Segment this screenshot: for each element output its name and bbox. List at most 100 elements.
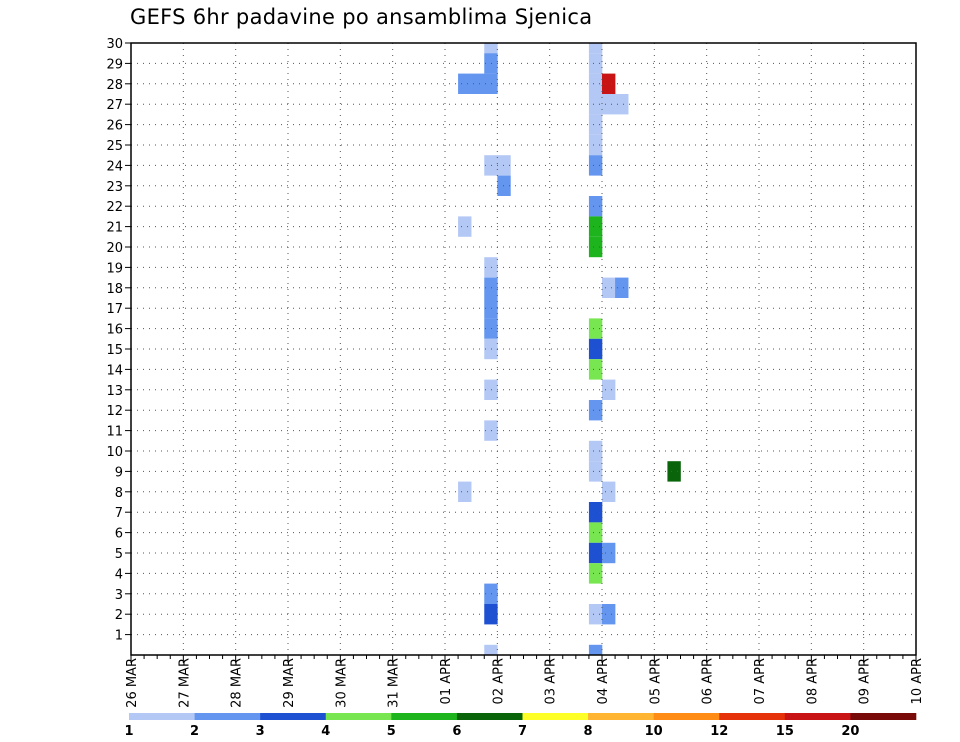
y-tick-label: 13: [106, 384, 123, 399]
heatmap-cell: [588, 53, 603, 74]
heatmap-cell: [588, 542, 603, 564]
colorbar-label: 6: [452, 724, 461, 739]
y-tick-label: 18: [106, 282, 123, 297]
y-tick-label: 11: [106, 425, 123, 440]
colorbar-label: 12: [710, 724, 728, 739]
colorbar-label: 5: [387, 724, 396, 739]
heatmap-cell: [588, 563, 603, 584]
heatmap-cell: [588, 644, 603, 655]
heatmap-cell: [588, 134, 603, 156]
x-tick-label: 06 APR: [701, 658, 716, 704]
colorbar-label: 10: [645, 724, 663, 739]
colorbar-label: 7: [518, 724, 527, 739]
colorbar-label: 8: [584, 724, 593, 739]
colorbar-label: 15: [776, 724, 794, 739]
heatmap-cell: [602, 542, 616, 564]
heatmap-cell: [588, 155, 603, 176]
x-tick-label: 03 APR: [544, 658, 559, 704]
colorbar-swatch: [129, 713, 195, 720]
y-tick-label: 27: [106, 98, 123, 113]
y-tick-label: 9: [115, 465, 123, 480]
y-tick-label: 12: [106, 404, 123, 419]
colorbar-label: 1: [124, 724, 133, 739]
heatmap-cell: [484, 43, 498, 54]
colorbar-label: 4: [321, 724, 330, 739]
heatmap-cell: [588, 338, 603, 360]
heatmap-cell: [458, 216, 472, 237]
y-tick-label: 6: [115, 527, 123, 542]
x-tick-label: 08 APR: [805, 658, 820, 704]
colorbar-swatch: [522, 713, 589, 720]
heatmap-cell: [667, 461, 681, 482]
x-tick-label: 02 APR: [491, 658, 506, 704]
y-tick-label: 21: [106, 221, 123, 236]
y-axis: 1234567891011121314151617181920212223242…: [106, 37, 131, 644]
y-tick-label: 8: [115, 486, 123, 501]
heatmap-cell: [471, 73, 485, 94]
heatmap-cell: [484, 155, 498, 176]
heatmap-cells: [458, 43, 681, 655]
heatmap-cell: [588, 502, 603, 523]
y-tick-label: 23: [106, 180, 123, 195]
x-tick-label: 26 MAR: [125, 658, 140, 708]
x-tick-label: 04 APR: [596, 658, 611, 704]
heatmap-cell: [484, 379, 498, 400]
heatmap-cell: [588, 94, 603, 115]
heatmap-cell: [484, 53, 498, 74]
heatmap-cell: [588, 400, 603, 421]
heatmap-cell: [484, 318, 498, 339]
heatmap-cell: [484, 257, 498, 278]
grid-lines: [131, 42, 916, 655]
heatmap-cell: [484, 583, 498, 604]
y-tick-label: 2: [115, 608, 123, 623]
x-tick-label: 27 MAR: [177, 658, 192, 708]
y-tick-label: 4: [115, 567, 123, 582]
y-tick-label: 30: [106, 37, 123, 52]
colorbar-swatch: [588, 713, 654, 720]
y-tick-label: 25: [106, 139, 123, 154]
heatmap-cell: [484, 644, 498, 655]
heatmap-cell: [588, 73, 603, 94]
colorbar-label: 3: [256, 724, 265, 739]
heatmap-cell: [458, 73, 472, 94]
y-tick-label: 22: [106, 200, 123, 215]
heatmap-cell: [484, 420, 498, 441]
heatmap-cell: [602, 94, 616, 115]
y-tick-label: 16: [106, 323, 123, 338]
heatmap-cell: [588, 236, 603, 258]
heatmap-cell: [588, 196, 603, 217]
x-tick-label: 09 APR: [858, 658, 873, 704]
heatmap-cell: [588, 522, 603, 543]
y-tick-label: 1: [115, 629, 123, 644]
y-tick-label: 19: [106, 261, 123, 276]
y-tick-label: 10: [106, 445, 123, 460]
y-tick-label: 7: [115, 506, 123, 521]
heatmap-cell: [588, 114, 603, 135]
y-tick-label: 15: [106, 343, 123, 358]
heatmap-cell: [602, 481, 616, 502]
x-tick-label: 28 MAR: [230, 658, 245, 708]
plot-frame: [130, 42, 917, 656]
chart-title: GEFS 6hr padavine po ansamblima Sjenica: [130, 5, 593, 29]
colorbar-swatch: [325, 713, 392, 720]
colorbar-label: 20: [841, 724, 859, 739]
colorbar: 1 2 3 4 5 6 7 8 10 12 15 20: [124, 713, 917, 739]
x-tick-label: 31 MAR: [387, 658, 402, 708]
heatmap-cell: [588, 216, 603, 237]
heatmap-cell: [484, 298, 498, 319]
y-tick-label: 28: [106, 78, 123, 93]
colorbar-swatch: [850, 713, 917, 720]
y-tick-label: 24: [106, 159, 123, 174]
heatmap-cell: [588, 318, 603, 339]
y-tick-label: 20: [106, 241, 123, 256]
heatmap-cell: [484, 277, 498, 298]
x-tick-label: 05 APR: [648, 658, 663, 704]
x-axis: 26 MAR 27 MAR 28 MAR 29 MAR 30 MAR 31 MAR 01 A…: [125, 655, 925, 708]
heatmap-cell: [615, 94, 629, 115]
heatmap-cell: [484, 338, 498, 360]
heatmap-cell: [497, 155, 511, 176]
heatmap-cell: [588, 461, 603, 482]
x-tick-label: 29 MAR: [282, 658, 297, 708]
x-tick-label: 01 APR: [439, 658, 454, 704]
y-tick-label: 14: [106, 363, 123, 378]
